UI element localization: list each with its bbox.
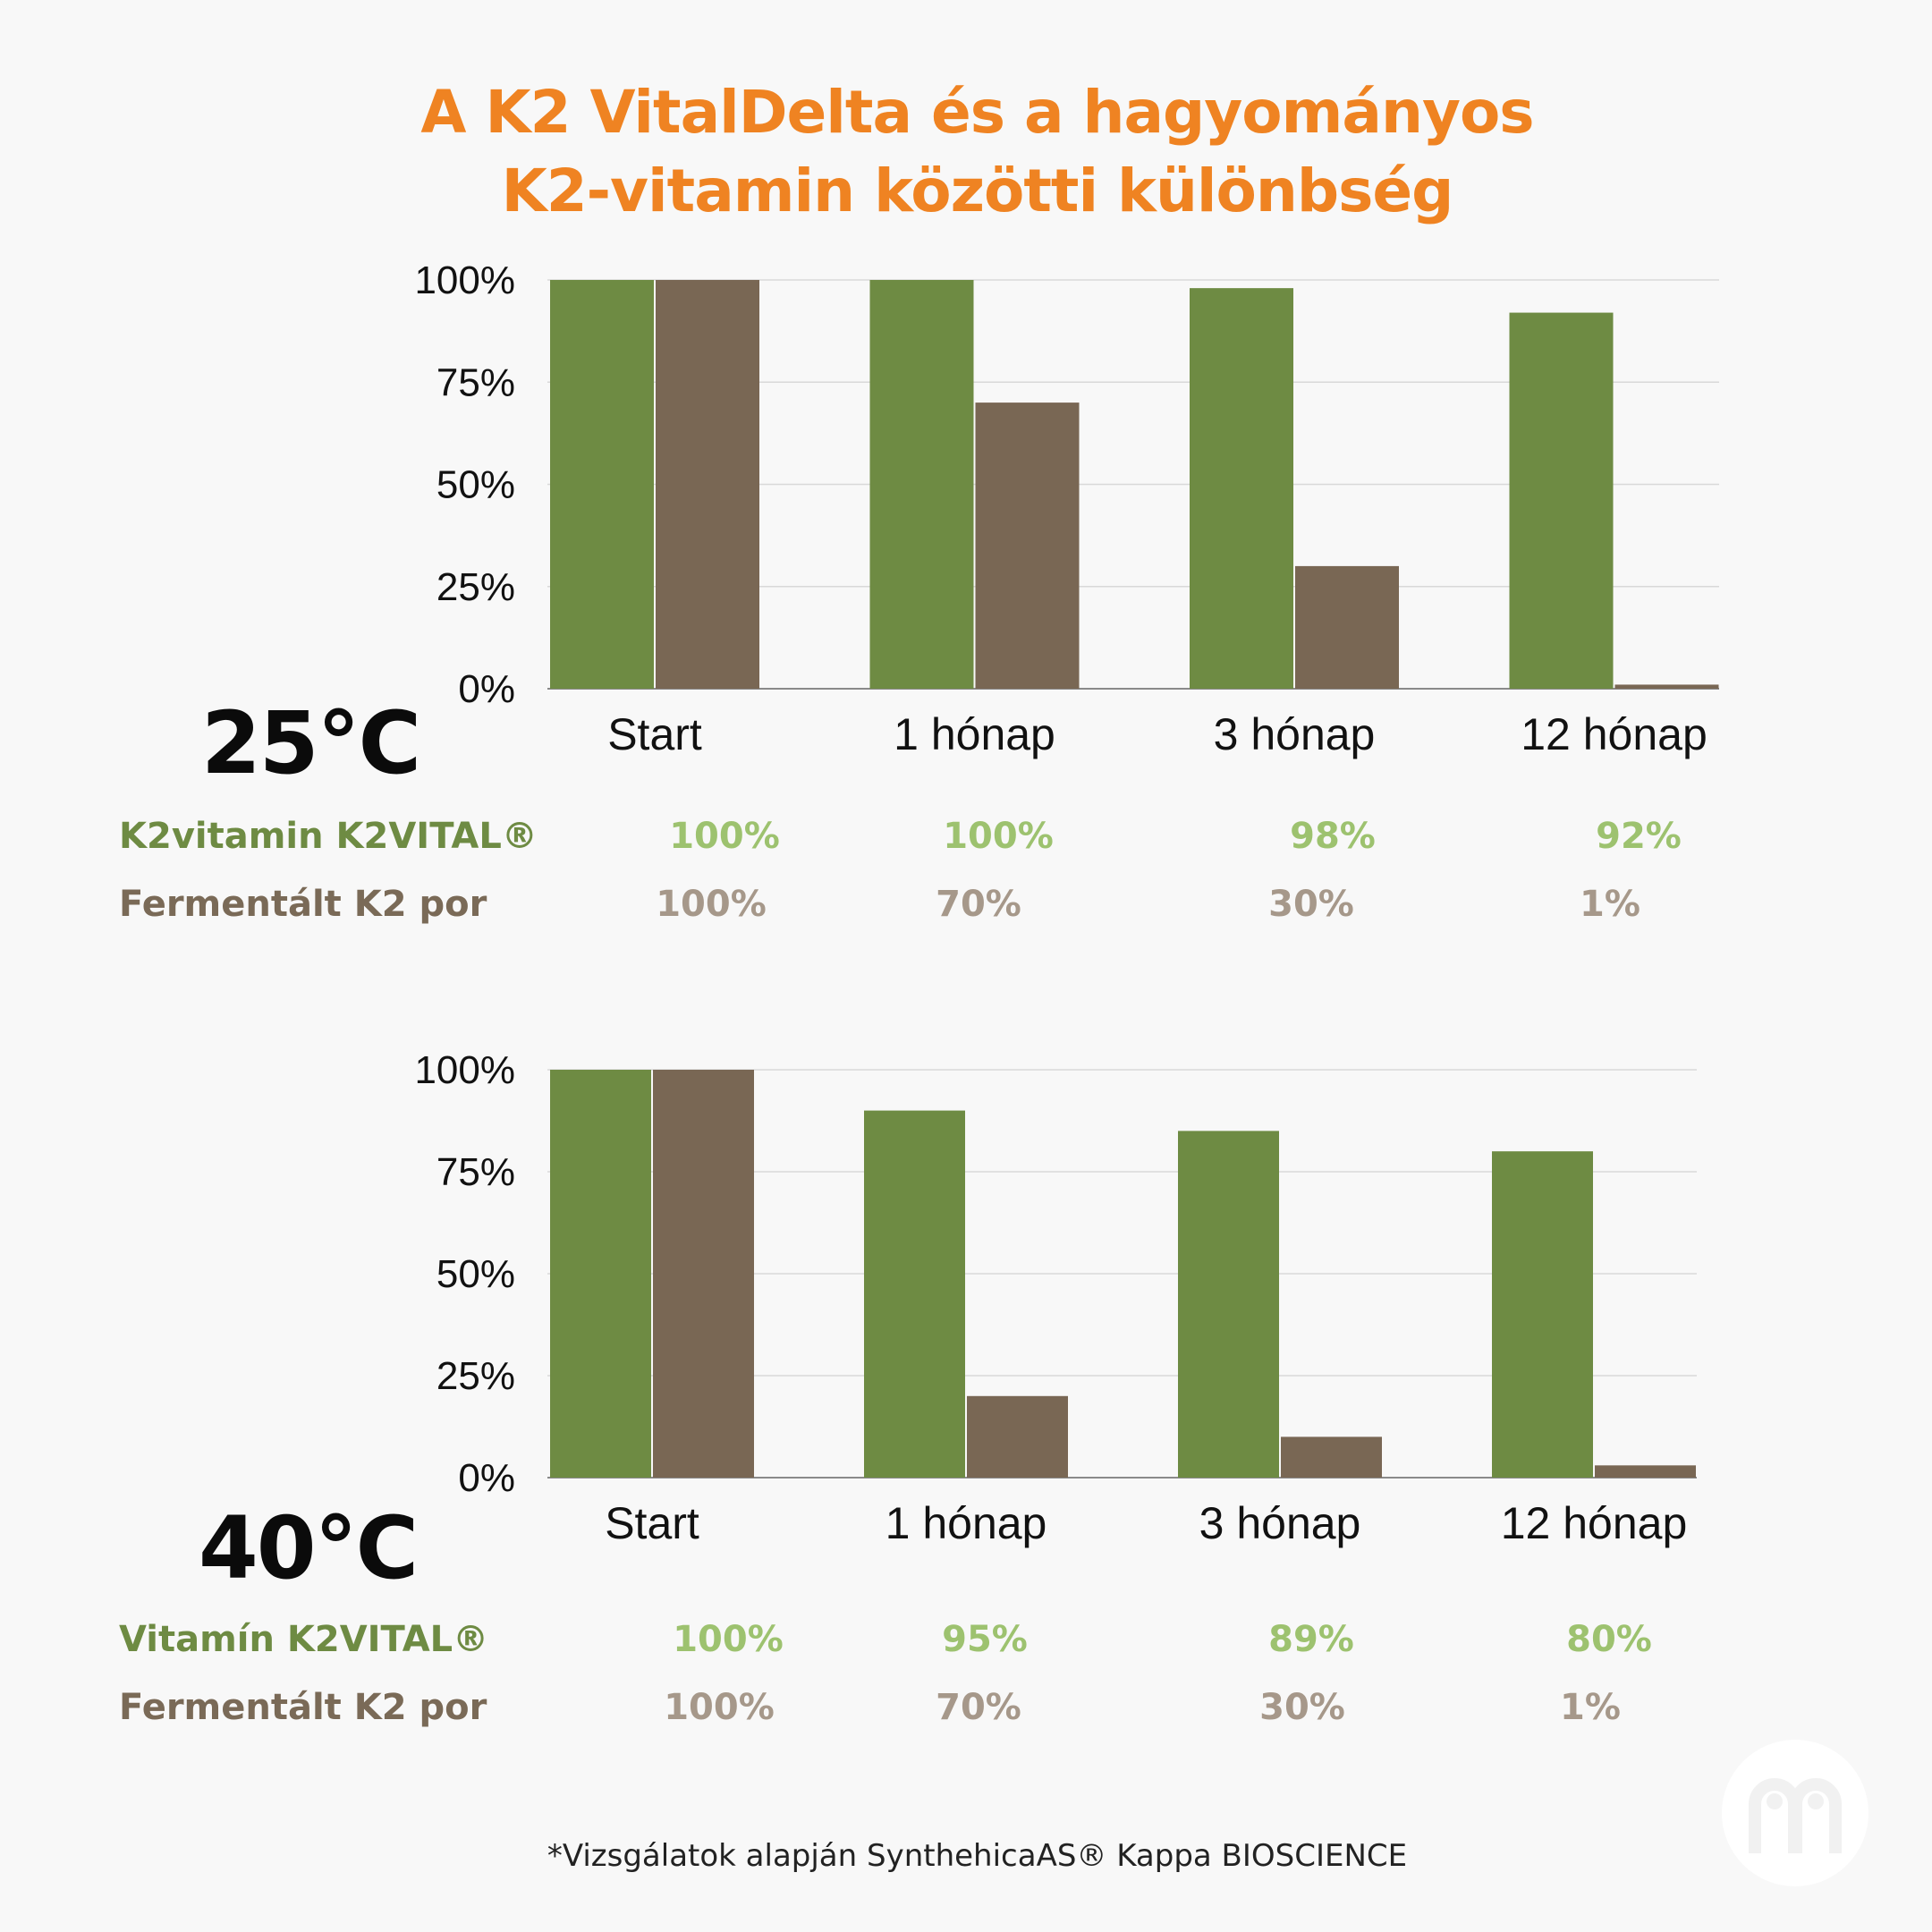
- x-category-label: 1 hónap: [894, 709, 1055, 759]
- table-value: 80%: [1566, 1619, 1652, 1660]
- table-value: 100%: [943, 816, 1054, 857]
- temperature-label-40c: 40°C: [199, 1498, 419, 1598]
- table-value: 1%: [1580, 884, 1640, 925]
- x-category-label: 1 hónap: [886, 1498, 1047, 1548]
- y-tick-label: 75%: [436, 360, 515, 404]
- bar-brown: [1281, 1436, 1382, 1478]
- y-tick-label: 100%: [414, 258, 515, 302]
- x-category-label: Start: [605, 1498, 699, 1548]
- y-tick-label: 50%: [436, 463, 515, 507]
- table-value: 100%: [664, 1687, 775, 1728]
- x-category-label: Start: [607, 709, 702, 759]
- table-value: 30%: [1259, 1687, 1345, 1728]
- y-tick-label: 25%: [436, 565, 515, 609]
- bar-brown: [1595, 1465, 1696, 1478]
- bar-brown: [1614, 684, 1719, 689]
- brand-logo-icon: [1722, 1740, 1868, 1886]
- bar-green: [869, 280, 974, 689]
- series-label-brown: Fermentált K2 por: [119, 884, 487, 925]
- bar-green: [1178, 1131, 1279, 1478]
- y-tick-label: 0%: [458, 667, 515, 711]
- title-line-1: A K2 VitalDelta és a hagyományos: [420, 78, 1534, 147]
- table-value: 30%: [1268, 884, 1354, 925]
- table-value: 95%: [942, 1619, 1028, 1660]
- bar-chart-25c: 0% 25% 50% 75% 100% Start 1 hónap 3 hónap 12 hón…: [414, 258, 1719, 759]
- table-value: 100%: [669, 816, 780, 857]
- bar-green: [550, 280, 654, 689]
- bar-brown: [653, 1070, 754, 1478]
- table-value: 98%: [1290, 816, 1376, 857]
- series-label-green: K2vitamin K2VITAL®: [119, 816, 538, 857]
- table-value: 1%: [1560, 1687, 1621, 1728]
- bar-chart-40c: 0% 25% 50% 75% 100% Start 1 hónap 3 hónap 12 hón…: [414, 1048, 1697, 1548]
- bar-green: [1509, 312, 1614, 689]
- table-value: 70%: [936, 1687, 1021, 1728]
- table-value: 89%: [1268, 1619, 1354, 1660]
- table-value: 100%: [673, 1619, 784, 1660]
- temperature-label-25c: 25°C: [201, 693, 421, 793]
- bar-green: [1190, 288, 1293, 689]
- x-category-label: 3 hónap: [1199, 1498, 1361, 1548]
- bar-green: [1492, 1151, 1593, 1478]
- title-line-2: K2-vitamin közötti különbség: [501, 157, 1454, 225]
- bar-green: [550, 1070, 651, 1478]
- y-tick-label: 25%: [436, 1354, 515, 1398]
- y-tick-label: 75%: [436, 1150, 515, 1194]
- footnote: *Vizsgálatok alapján SynthehicaAS® Kappa…: [547, 1838, 1408, 1874]
- bar-brown: [656, 280, 759, 689]
- bar-green: [864, 1110, 965, 1478]
- page-title: A K2 VitalDelta és a hagyományos K2-vita…: [0, 73, 1932, 231]
- bar-brown: [1295, 565, 1399, 689]
- series-label-green: Vitamín K2VITAL®: [119, 1619, 489, 1660]
- x-category-label: 12 hónap: [1501, 1498, 1688, 1548]
- table-value: 92%: [1596, 816, 1682, 857]
- table-value: 100%: [656, 884, 767, 925]
- y-tick-label: 50%: [436, 1252, 515, 1296]
- y-tick-label: 0%: [458, 1456, 515, 1500]
- bar-brown: [967, 1395, 1068, 1478]
- bar-brown: [975, 402, 1080, 689]
- table-value: 70%: [936, 884, 1021, 925]
- x-category-label: 3 hónap: [1214, 709, 1376, 759]
- y-tick-label: 100%: [414, 1048, 515, 1092]
- x-category-label: 12 hónap: [1521, 709, 1707, 759]
- series-label-brown: Fermentált K2 por: [119, 1687, 487, 1728]
